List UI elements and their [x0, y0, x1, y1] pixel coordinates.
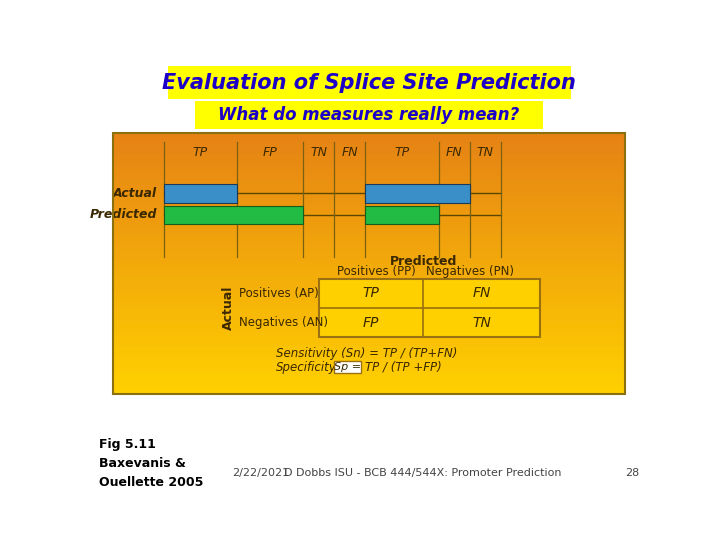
Text: TP: TP [193, 146, 208, 159]
Text: TN: TN [477, 146, 494, 159]
Bar [113, 294, 625, 299]
Bar [113, 324, 625, 329]
Bar [319, 279, 539, 338]
Bar [113, 228, 625, 233]
Bar [113, 233, 625, 237]
Bar [113, 158, 625, 163]
Bar [113, 385, 625, 390]
Bar [113, 254, 625, 259]
Text: Sp =: Sp = [334, 362, 361, 372]
Text: Positives (AP): Positives (AP) [239, 287, 318, 300]
Text: Evaluation of Splice Site Prediction: Evaluation of Splice Site Prediction [162, 72, 576, 92]
Text: Fig 5.11
Baxevanis &
Ouellette 2005: Fig 5.11 Baxevanis & Ouellette 2005 [99, 438, 204, 489]
Text: Actual: Actual [113, 187, 158, 200]
Bar [113, 150, 625, 154]
Bar [113, 302, 625, 307]
Bar [113, 237, 625, 241]
Bar [113, 346, 625, 350]
Text: What do measures really mean?: What do measures really mean? [218, 106, 520, 124]
Text: FP: FP [362, 316, 379, 330]
Bar [113, 141, 625, 146]
Bar [113, 289, 625, 294]
Bar [365, 206, 438, 224]
Bar [113, 363, 625, 368]
Bar [113, 167, 625, 172]
Text: D Dobbs ISU - BCB 444/544X: Promoter Prediction: D Dobbs ISU - BCB 444/544X: Promoter Pre… [284, 468, 562, 478]
Text: Positives (PP): Positives (PP) [338, 265, 416, 278]
Bar [113, 145, 625, 150]
Bar [113, 285, 625, 289]
Bar [113, 263, 625, 268]
Bar [113, 376, 625, 381]
Bar [113, 180, 625, 185]
Bar [113, 137, 625, 141]
Text: TP: TP [395, 146, 410, 159]
Bar [113, 259, 625, 264]
Bar [113, 359, 625, 364]
Bar [113, 372, 625, 377]
Text: FN: FN [472, 287, 490, 300]
Text: 28: 28 [626, 468, 639, 478]
Text: Specificity: Specificity [276, 361, 337, 374]
Text: 2/22/2021: 2/22/2021 [232, 468, 289, 478]
Bar [113, 132, 625, 137]
Bar [113, 338, 625, 342]
Bar [334, 361, 361, 373]
Bar [113, 307, 625, 312]
Bar [113, 315, 625, 320]
Bar [113, 163, 625, 167]
Bar [168, 66, 570, 99]
Bar [163, 206, 303, 224]
Text: TP: TP [362, 287, 379, 300]
Bar [113, 185, 625, 190]
Bar [113, 280, 625, 285]
Text: FP: FP [263, 146, 278, 159]
Bar [113, 202, 625, 207]
Bar [113, 298, 625, 303]
Text: FN: FN [446, 146, 462, 159]
Bar [113, 311, 625, 316]
Bar [113, 206, 625, 211]
Bar [113, 154, 625, 159]
Bar [194, 101, 544, 129]
Text: Negatives (PN): Negatives (PN) [426, 265, 514, 278]
Bar [113, 267, 625, 272]
Bar [113, 193, 625, 198]
Bar [163, 184, 238, 202]
Bar [113, 368, 625, 373]
Bar [113, 211, 625, 215]
Bar [113, 219, 625, 224]
Text: Actual: Actual [222, 286, 235, 330]
Bar [113, 241, 625, 246]
Bar [113, 246, 625, 251]
Bar [113, 171, 625, 176]
Bar [113, 342, 625, 346]
Bar [113, 350, 625, 355]
Text: Predicted: Predicted [390, 255, 457, 268]
Text: TN: TN [472, 316, 491, 330]
Bar [113, 189, 625, 194]
Text: TP / (TP +FP): TP / (TP +FP) [365, 361, 442, 374]
Bar [113, 333, 625, 338]
Bar [113, 320, 625, 325]
Bar [113, 215, 625, 220]
Text: Negatives (AN): Negatives (AN) [239, 316, 328, 329]
Text: Predicted: Predicted [90, 208, 158, 221]
Text: TN: TN [310, 146, 327, 159]
Bar [113, 250, 625, 255]
Bar [365, 184, 469, 202]
Bar [113, 390, 625, 394]
Bar [113, 224, 625, 228]
Bar [113, 381, 625, 386]
Bar [113, 355, 625, 360]
Bar [113, 272, 625, 276]
Bar [113, 328, 625, 333]
Bar [113, 198, 625, 202]
Bar [113, 132, 625, 394]
Text: Sensitivity (Sn) = TP / (TP+FN): Sensitivity (Sn) = TP / (TP+FN) [276, 347, 457, 360]
Bar [113, 276, 625, 281]
Text: FN: FN [341, 146, 358, 159]
Bar [113, 176, 625, 180]
